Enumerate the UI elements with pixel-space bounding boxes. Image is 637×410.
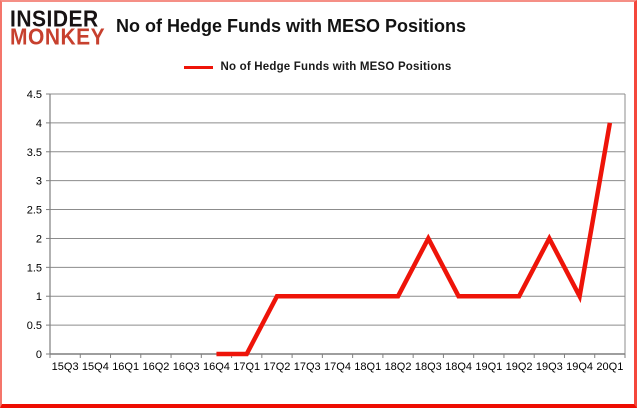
y-tick-label: 3.5 bbox=[27, 147, 42, 159]
legend: No of Hedge Funds with MESO Positions bbox=[2, 61, 634, 73]
data-line-meso-positions bbox=[216, 122, 613, 357]
x-axis-label: 15Q3 bbox=[52, 361, 79, 373]
x-axis-label: 17Q4 bbox=[324, 361, 351, 373]
x-axis-label: 19Q1 bbox=[475, 361, 502, 373]
logo-monkey-text: MONKEY bbox=[10, 25, 106, 51]
y-tick-label: 1.5 bbox=[27, 262, 42, 274]
x-axis-label: 18Q2 bbox=[385, 361, 412, 373]
y-tick-label: 0 bbox=[36, 349, 42, 361]
x-axis-label: 18Q1 bbox=[354, 361, 381, 373]
x-axis-label: 19Q3 bbox=[536, 361, 563, 373]
x-axis-label: 18Q4 bbox=[445, 361, 472, 373]
x-axis-label: 18Q3 bbox=[415, 361, 442, 373]
x-axis-label: 17Q2 bbox=[264, 361, 291, 373]
chart-title: No of Hedge Funds with MESO Positions bbox=[116, 16, 466, 36]
logo-insider-text: INSIDER bbox=[10, 6, 99, 32]
y-tick-label: 1 bbox=[36, 291, 42, 303]
x-axis-label: 15Q4 bbox=[82, 361, 109, 373]
y-tick-label: 3 bbox=[36, 176, 42, 188]
x-axis-label: 19Q2 bbox=[506, 361, 533, 373]
y-tick-label: 2.5 bbox=[27, 205, 42, 217]
x-axis-label: 17Q1 bbox=[233, 361, 260, 373]
legend-line-swatch bbox=[184, 65, 214, 69]
y-tick-label: 4.5 bbox=[27, 89, 42, 101]
y-tick-label: 2 bbox=[36, 233, 42, 245]
x-axis-label: 17Q3 bbox=[294, 361, 321, 373]
x-axis-label: 16Q1 bbox=[112, 361, 139, 373]
x-axis-label: 20Q1 bbox=[596, 361, 623, 373]
x-axis-label: 16Q3 bbox=[173, 361, 200, 373]
x-axis-label: 19Q4 bbox=[566, 361, 593, 373]
x-axis-label: 16Q2 bbox=[142, 361, 169, 373]
y-tick-label: 0.5 bbox=[27, 320, 42, 332]
x-axis-label: 16Q4 bbox=[203, 361, 230, 373]
insider-monkey-logo: INSIDER MONKEY bbox=[10, 6, 106, 51]
y-tick-label: 4 bbox=[36, 118, 42, 130]
legend-label: No of Hedge Funds with MESO Positions bbox=[220, 61, 452, 73]
